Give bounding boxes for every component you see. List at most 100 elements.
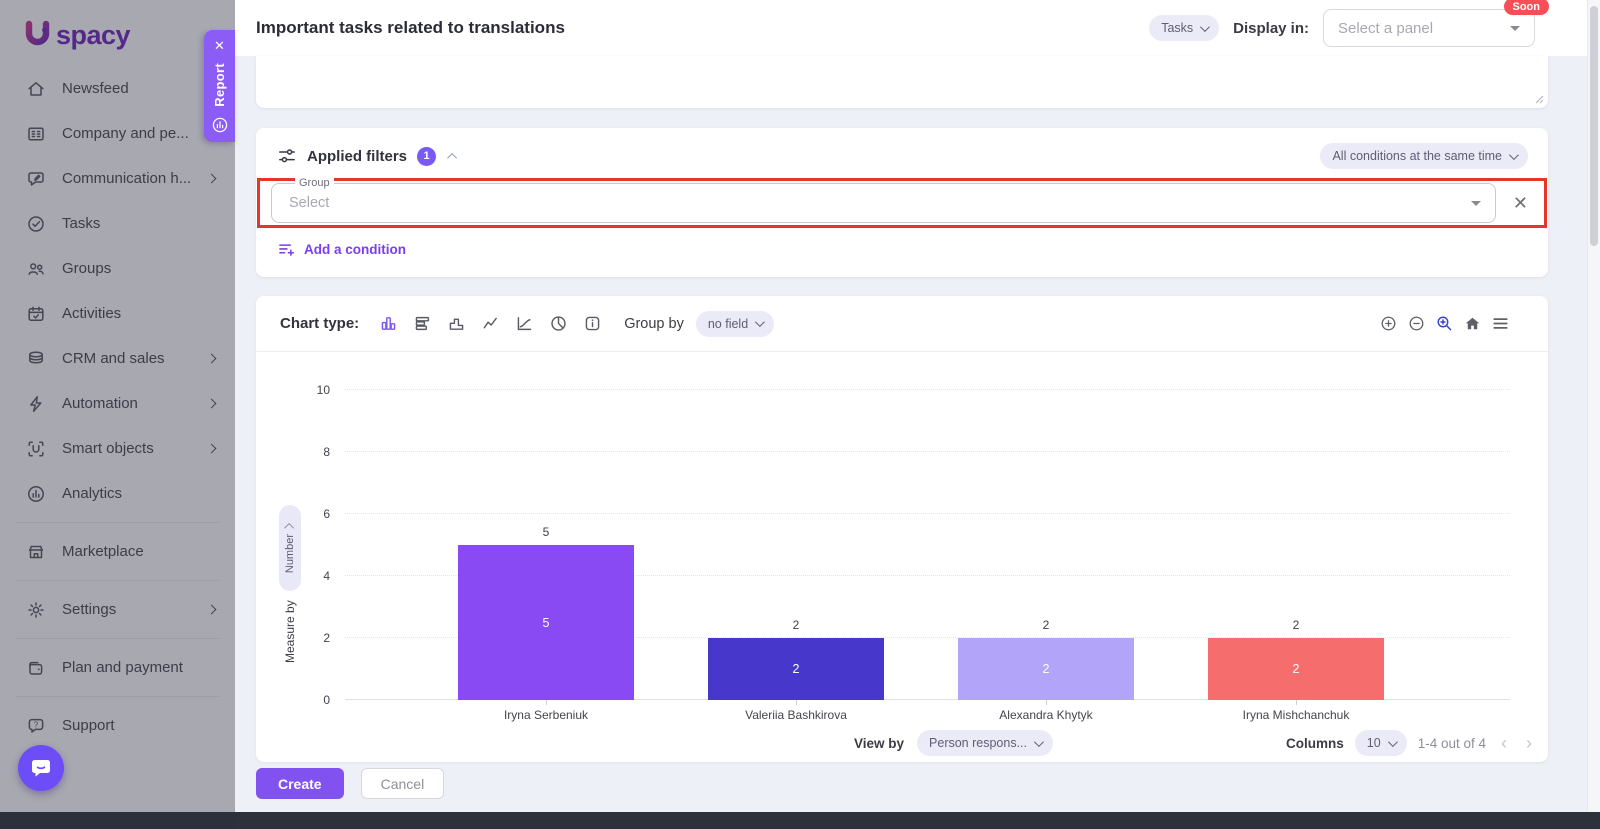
- sidebar-item-settings[interactable]: Settings: [0, 587, 235, 632]
- add-condition-button[interactable]: Add a condition: [278, 241, 406, 258]
- gridline: [345, 699, 1510, 700]
- category-label: Alexandra Khytyk: [999, 708, 1093, 722]
- sidebar-item-newsfeed[interactable]: Newsfeed: [0, 66, 235, 111]
- sidebar-item-crm-and-sales[interactable]: CRM and sales: [0, 336, 235, 381]
- sidebar-item-smart-objects[interactable]: Smart objects: [0, 426, 235, 471]
- group-filter-select[interactable]: Group Select: [271, 177, 1496, 223]
- columns-label: Columns: [1286, 735, 1344, 751]
- sidebar-nav: Newsfeed Company and pe... Communication h…: [0, 66, 235, 748]
- groups-icon: [28, 262, 44, 275]
- sidebar-item-automation[interactable]: Automation: [0, 381, 235, 426]
- sidebar-item-label: Newsfeed: [62, 80, 129, 97]
- caret-down-icon: [1510, 25, 1520, 31]
- selection-zoom-icon[interactable]: [1435, 314, 1454, 333]
- bar-value-label: 5: [542, 525, 550, 539]
- add-condition-label: Add a condition: [304, 242, 406, 257]
- sidebar-item-groups[interactable]: Groups: [0, 246, 235, 291]
- chart-type-bar-icon[interactable]: [413, 314, 432, 333]
- uspacy-logo-icon: [25, 20, 50, 46]
- sidebar-item-label: Company and pe...: [62, 125, 189, 142]
- menu-icon[interactable]: [1491, 314, 1510, 333]
- chevron-down-icon: [1033, 736, 1044, 747]
- report-drawer-tab[interactable]: ✕ Report: [204, 30, 235, 142]
- cancel-button[interactable]: Cancel: [360, 768, 445, 799]
- soon-badge: Soon: [1503, 0, 1549, 15]
- create-button[interactable]: Create: [256, 768, 344, 799]
- caret-down-icon: [1470, 200, 1481, 206]
- measure-number-pill[interactable]: Number: [279, 505, 301, 591]
- category-label: Iryna Serbeniuk: [503, 708, 589, 722]
- collapse-filters-chevron[interactable]: [447, 152, 458, 163]
- chart-type-column-icon[interactable]: [379, 314, 398, 333]
- chart-type-label: Chart type:: [280, 315, 360, 332]
- sidebar-item-tasks[interactable]: Tasks: [0, 201, 235, 246]
- resize-handle-icon[interactable]: [1534, 94, 1544, 104]
- description-textarea[interactable]: [256, 56, 1548, 108]
- company-icon: [28, 126, 44, 141]
- bar-value-inside-label: 5: [542, 615, 550, 630]
- home-reset-icon[interactable]: [1463, 314, 1482, 333]
- chat-widget-button[interactable]: [18, 745, 64, 791]
- chart-type-table-icon[interactable]: [583, 314, 602, 333]
- support-icon: ?: [28, 718, 44, 733]
- modal-overlay[interactable]: [0, 0, 235, 829]
- close-icon[interactable]: ✕: [214, 38, 225, 53]
- bar-value-inside-label: 2: [1292, 662, 1300, 676]
- chevron-down-icon: [755, 317, 766, 328]
- columns-count-select[interactable]: 10: [1354, 730, 1407, 756]
- chart-type-switcher: [379, 314, 602, 333]
- group-by-label: Group by: [624, 315, 684, 332]
- sidebar-item-label: Smart objects: [62, 440, 154, 457]
- sidebar-item-marketplace[interactable]: Marketplace: [0, 529, 235, 574]
- uspacy-logo[interactable]: spacy: [0, 0, 235, 66]
- svg-text:?: ?: [34, 720, 39, 729]
- communication-icon: [28, 171, 44, 186]
- group-by-select[interactable]: no field: [695, 310, 775, 337]
- gridline: [345, 451, 1510, 452]
- chart-type-spline-icon[interactable]: [515, 314, 534, 333]
- x-axis-category-labels: Iryna Serbeniuk Valeriia Bashkirova Alexan…: [421, 708, 1421, 722]
- y-tick-label: 0: [323, 693, 330, 707]
- remove-filter-button[interactable]: ✕: [1512, 193, 1528, 213]
- chart-type-area-icon[interactable]: [447, 314, 466, 333]
- zoom-out-icon[interactable]: [1407, 314, 1426, 333]
- settings-icon: [28, 601, 44, 618]
- prev-page-button[interactable]: ‹: [1501, 733, 1507, 753]
- chart-type-line-icon[interactable]: [481, 314, 500, 333]
- sidebar-item-label: Settings: [62, 601, 117, 618]
- sidebar-item-communication-h[interactable]: Communication h...: [0, 156, 235, 201]
- scrollbar-thumb[interactable]: [1590, 6, 1598, 246]
- report-tab-label: Report: [212, 62, 227, 107]
- bar-value-inside-label: 2: [792, 662, 800, 676]
- group-field-label: Group: [295, 177, 334, 189]
- zoom-in-icon[interactable]: [1379, 314, 1398, 333]
- scrollbar[interactable]: [1587, 0, 1600, 812]
- columns-count-value: 10: [1366, 736, 1381, 750]
- entity-type-select[interactable]: Tasks: [1149, 15, 1220, 41]
- sidebar-item-plan-and-payment[interactable]: Plan and payment: [0, 645, 235, 690]
- sidebar-item-activities[interactable]: Activities: [0, 291, 235, 336]
- chevron-down-icon: [1387, 736, 1398, 747]
- bar-value-label: 2: [1292, 618, 1300, 632]
- sidebar-item-company-and-pe[interactable]: Company and pe...: [0, 111, 235, 156]
- sidebar-item-analytics[interactable]: Analytics: [0, 471, 235, 516]
- panel-select-placeholder: Select a panel: [1338, 19, 1434, 37]
- view-by-select[interactable]: Person respons...: [917, 730, 1053, 756]
- next-page-button[interactable]: ›: [1526, 733, 1532, 753]
- header-controls: Tasks Display in: Select a panel Soon: [1149, 0, 1549, 47]
- drawer-header: Important tasks related to translations …: [235, 0, 1587, 56]
- y-tick-label: 8: [323, 445, 330, 459]
- conditions-mode-select[interactable]: All conditions at the same time: [1320, 143, 1528, 169]
- view-by-value: Person respons...: [929, 736, 1027, 750]
- group-field-placeholder: Select: [289, 195, 330, 211]
- bar-value-inside-label: 2: [1042, 662, 1050, 676]
- panel-select[interactable]: Select a panel Soon: [1323, 0, 1549, 47]
- sidebar-item-support[interactable]: ? Support: [0, 703, 235, 748]
- chart-type-pie-icon[interactable]: [549, 314, 568, 333]
